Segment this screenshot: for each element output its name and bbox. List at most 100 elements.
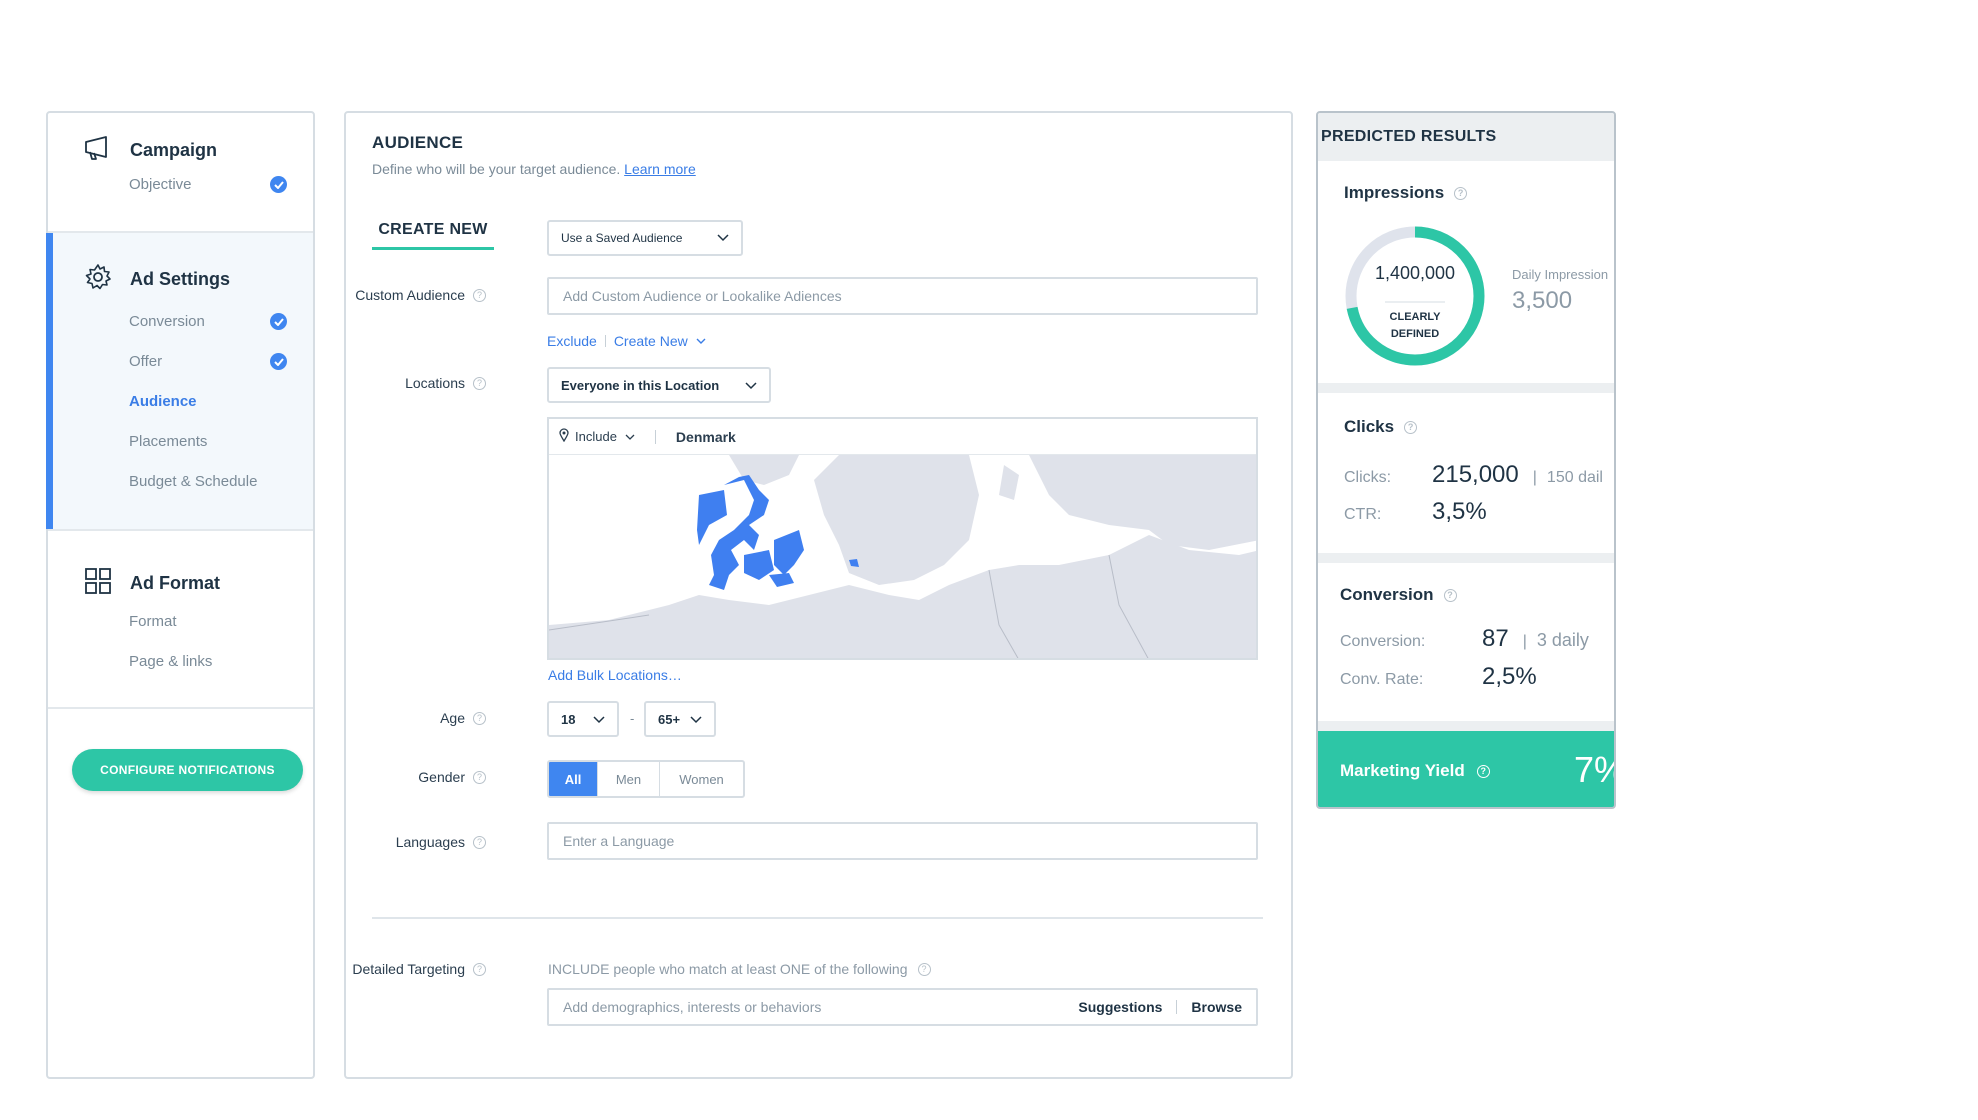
browse-button[interactable]: Browse [1191, 999, 1242, 1015]
chevron-down-icon [717, 231, 729, 245]
sidebar-heading-ad-settings[interactable]: Ad Settings [84, 263, 230, 296]
sidebar-heading-label: Ad Settings [130, 269, 231, 289]
detailed-targeting-label: Detailed Targeting ? [346, 961, 486, 977]
clicks-card: Clicks ? Clicks: 215,000 | 150 dail CTR:… [1318, 393, 1614, 553]
gender-all-button[interactable]: All [549, 762, 597, 796]
custom-audience-label: Custom Audience ? [346, 287, 486, 303]
map-land-continent [549, 535, 1256, 658]
sidebar-item-label: Objective [129, 176, 192, 193]
help-circle-icon[interactable]: ? [1476, 764, 1490, 778]
sidebar-item-format[interactable]: Format [129, 613, 287, 630]
include-select[interactable]: Include [575, 429, 617, 444]
input-placeholder: Add demographics, interests or behaviors [563, 999, 822, 1015]
map-graphic [549, 455, 1256, 658]
exclude-link[interactable]: Exclude [547, 333, 597, 349]
page-subtitle: Define who will be your target audience.… [372, 161, 696, 177]
card-title-text: Clicks [1344, 417, 1395, 436]
suggestions-button[interactable]: Suggestions [1078, 999, 1163, 1015]
custom-audience-actions: Exclude Create New [547, 332, 706, 350]
sidebar-item-label: Audience [129, 393, 197, 410]
sidebar-item-placements[interactable]: Placements [129, 433, 287, 450]
map-border [1108, 554, 1149, 658]
help-circle-icon[interactable]: ? [473, 376, 486, 390]
label-text: Locations [405, 375, 465, 391]
help-circle-icon[interactable]: ? [1404, 420, 1418, 434]
chevron-down-icon [696, 332, 706, 350]
clicks-value: 215,000 [1432, 461, 1519, 488]
map-land-island [934, 495, 954, 525]
custom-audience-input[interactable]: Add Custom Audience or Lookalike Adience… [547, 277, 1258, 315]
map-land-island [999, 465, 1019, 500]
age-range-dash: - [630, 711, 635, 726]
selected-country[interactable]: Denmark [675, 428, 736, 445]
sidebar-item-page-links[interactable]: Page & links [129, 653, 287, 670]
sidebar-item-conversion[interactable]: Conversion [129, 313, 287, 330]
sidebar-item-label: Conversion [129, 313, 205, 330]
gender-women-button[interactable]: Women [659, 762, 743, 796]
sidebar-item-label: Placements [129, 433, 208, 450]
sidebar-item-audience[interactable]: Audience [129, 393, 287, 410]
location-map-box: Include Denmark [547, 417, 1258, 660]
chevron-down-icon [745, 378, 757, 393]
results-title: PREDICTED RESULTS [1318, 113, 1614, 161]
gender-men-button[interactable]: Men [597, 762, 659, 796]
daily-impressions-value: 3,500 [1512, 287, 1573, 314]
ctr-label: CTR: [1344, 506, 1382, 523]
sidebar-item-label: Budget & Schedule [129, 473, 258, 490]
conversion-daily: 3 daily [1536, 630, 1589, 650]
divider [604, 335, 606, 347]
divider [654, 429, 656, 444]
location-map[interactable] [549, 455, 1256, 658]
help-circle-icon[interactable]: ? [473, 711, 486, 725]
location-scope-select[interactable]: Everyone in this Location [547, 367, 771, 403]
age-min-select[interactable]: 18 [547, 701, 619, 737]
age-max-select[interactable]: 65+ [644, 701, 716, 737]
card-title-text: Impressions [1344, 183, 1445, 202]
sidebar-heading-ad-format[interactable]: Ad Format [84, 567, 220, 600]
help-circle-icon[interactable]: ? [1443, 588, 1457, 602]
help-circle-icon[interactable]: ? [917, 962, 931, 976]
create-new-link[interactable]: Create New [613, 333, 688, 349]
ring-status-line: CLEARLY [1389, 311, 1441, 323]
help-circle-icon[interactable]: ? [473, 288, 486, 302]
marketing-yield-banner: Marketing Yield ? 7% [1318, 731, 1614, 807]
help-circle-icon[interactable]: ? [473, 962, 486, 976]
clicks-row: Clicks: 215,000 | 150 dail [1344, 461, 1603, 489]
conversion-row: Conversion: 87 | 3 daily [1340, 625, 1589, 653]
saved-audience-select[interactable]: Use a Saved Audience [547, 220, 743, 256]
divider: | [1522, 633, 1527, 650]
chevron-down-icon [690, 712, 702, 727]
sidebar-item-objective[interactable]: Objective [129, 176, 287, 193]
steps-sidebar: Campaign Objective Ad Settings Conversio… [46, 111, 315, 1079]
map-denmark-bornholm [849, 559, 859, 567]
map-land-finland [1029, 455, 1256, 550]
locations-label: Locations ? [346, 375, 486, 391]
ring-graphic [1345, 226, 1485, 366]
audience-panel: AUDIENCE Define who will be your target … [344, 111, 1293, 1079]
sidebar-heading-label: Campaign [130, 140, 218, 160]
chevron-down-icon [593, 712, 605, 727]
add-bulk-locations-link[interactable]: Add Bulk Locations… [548, 667, 682, 683]
tab-create-new[interactable]: CREATE NEW [372, 221, 494, 250]
help-circle-icon[interactable]: ? [473, 835, 486, 849]
check-circle-icon [270, 313, 287, 330]
sidebar-item-offer[interactable]: Offer [129, 353, 287, 370]
ctr-value: 3,5% [1432, 498, 1487, 525]
gender-label: Gender ? [346, 769, 486, 785]
detailed-targeting-input[interactable]: Add demographics, interests or behaviors… [547, 988, 1258, 1026]
page-title: AUDIENCE [372, 133, 464, 152]
predicted-results-panel: PREDICTED RESULTS Impressions ? 1,400,00… [1316, 111, 1616, 809]
marketing-yield-title: Marketing Yield ? [1340, 761, 1490, 781]
sidebar-section-campaign: Campaign Objective [48, 113, 313, 233]
map-denmark-zealand [774, 530, 804, 575]
languages-input[interactable]: Enter a Language [547, 822, 1258, 860]
help-circle-icon[interactable]: ? [473, 770, 486, 784]
sidebar-heading-campaign[interactable]: Campaign [84, 135, 217, 166]
learn-more-link[interactable]: Learn more [624, 161, 696, 177]
chevron-down-icon [625, 429, 635, 444]
select-value: Use a Saved Audience [561, 231, 683, 245]
sidebar-item-budget-schedule[interactable]: Budget & Schedule [129, 473, 287, 490]
label-text: Languages [395, 834, 465, 850]
help-circle-icon[interactable]: ? [1454, 186, 1468, 200]
configure-notifications-button[interactable]: CONFIGURE NOTIFICATIONS [72, 749, 303, 791]
